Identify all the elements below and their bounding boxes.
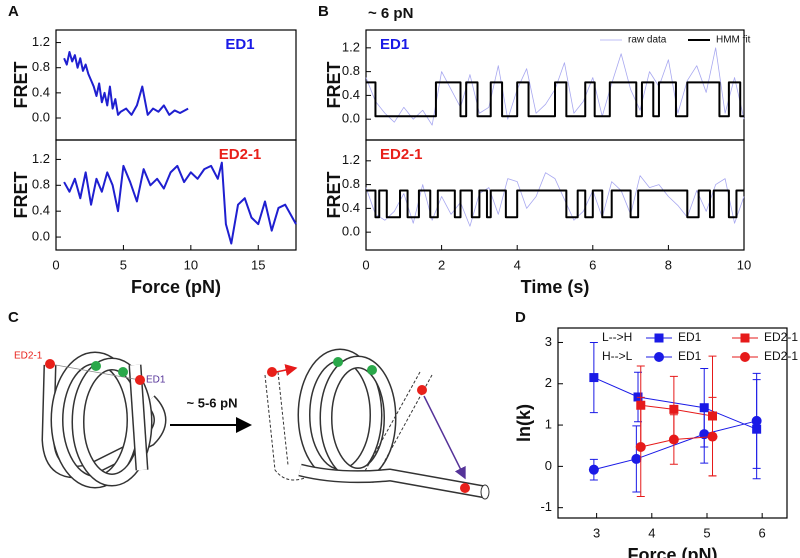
y-tick-label: 1.2 [342,39,360,54]
y-tick-label: 1.2 [32,34,50,49]
y-axis-label: FRET [11,172,31,219]
marker [631,453,642,464]
y-tick-label: 0.0 [32,109,50,124]
y-axis-label: FRET [324,172,344,219]
data-line [366,189,744,219]
panel-label: B [318,3,329,20]
x-tick-label: 6 [759,525,766,540]
chart-title: ~ 6 pN [368,5,413,22]
y-tick-label: 0.4 [32,203,50,218]
x-tick-label: 4 [514,257,521,272]
diagram-c: C ED2-1 ED1 ~ 5-6 pN [8,309,490,500]
y-tick-label: 1.2 [342,152,360,167]
y-tick-label: 0.4 [32,84,50,99]
y-tick-label: 1.2 [32,151,50,166]
y-tick-label: 2 [545,375,552,390]
diagram-label: ~ 5-6 pN [187,395,238,410]
x-tick-label: 5 [120,257,127,272]
legend-label: ED2-1 [764,349,798,363]
data-line [593,420,757,471]
y-tick-label: 0.0 [342,224,360,239]
y-tick-label: 0.0 [32,228,50,243]
legend-label: HMM fit [716,35,751,46]
diagram-label: ED1 [146,375,166,386]
legend-marker [740,352,750,362]
data-line [593,377,757,430]
legend-label: ED2-1 [764,330,798,344]
annotation: ED1 [380,36,409,53]
legend-group: L-->H [602,330,632,344]
marker [669,404,679,414]
y-tick-label: 0.4 [342,87,360,102]
x-tick-label: 2 [438,257,445,272]
y-tick-label: 0.8 [32,177,50,192]
legend-label: ED1 [678,330,702,344]
legend-label: ED1 [678,349,702,363]
marker [668,434,679,445]
x-tick-label: 10 [184,257,198,272]
y-tick-label: 0.4 [342,200,360,215]
y-axis-label: ln(k) [514,404,534,442]
legend-marker [740,333,750,343]
legend-marker [654,352,664,362]
legend-marker [654,333,664,343]
data-line [63,51,189,116]
data-line [365,172,745,227]
plot-frame [55,139,297,251]
coil-left: ED2-1 ED1 [14,351,167,489]
marker [588,464,599,475]
coil-right [264,348,490,500]
x-tick-label: 3 [593,525,600,540]
x-tick-label: 10 [737,257,751,272]
annotation: ED2-1 [380,146,423,163]
annotation: ED2-1 [219,146,262,163]
x-tick-label: 4 [648,525,655,540]
x-axis-label: Time (s) [521,277,590,297]
data-line [63,161,297,245]
marker [707,431,718,442]
legend-label: raw data [628,35,667,46]
plot-frame [365,139,745,251]
y-tick-label: 0.8 [342,176,360,191]
panel-label: A [8,3,19,20]
data-line [366,81,744,118]
x-tick-label: 5 [703,525,710,540]
y-tick-label: -1 [540,499,552,514]
y-tick-label: 0.8 [342,63,360,78]
y-axis-label: FRET [11,62,31,109]
plot-frame [557,327,788,519]
x-axis-label: Force (pN) [131,277,221,297]
panel-label: D [515,309,526,326]
y-axis-label: FRET [324,62,344,109]
y-tick-label: 1 [545,417,552,432]
marker [751,415,762,426]
x-tick-label: 8 [665,257,672,272]
panel-label: C [8,309,19,326]
y-tick-label: 0 [545,458,552,473]
y-tick-label: 0.0 [342,111,360,126]
annotation: ED1 [225,36,254,53]
y-tick-label: 3 [545,334,552,349]
marker [589,373,599,383]
x-tick-label: 0 [362,257,369,272]
x-tick-label: 15 [251,257,265,272]
x-tick-label: 0 [52,257,59,272]
diagram-label: ED2-1 [14,351,43,362]
x-tick-label: 6 [589,257,596,272]
y-tick-label: 0.8 [32,59,50,74]
legend-group: H-->L [602,349,633,363]
x-axis-label: Force (pN) [628,545,718,558]
marker [635,441,646,452]
